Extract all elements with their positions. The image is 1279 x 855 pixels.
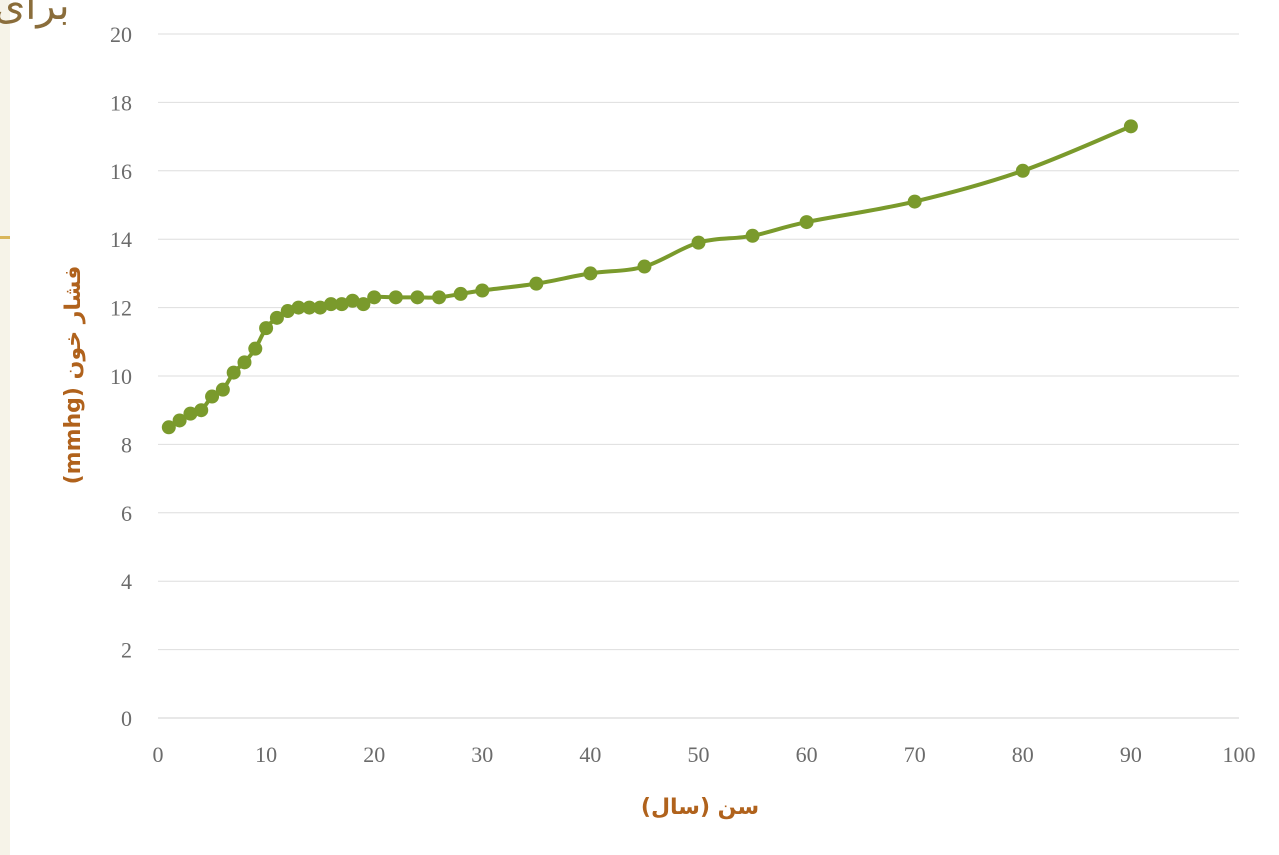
series xyxy=(161,119,1138,435)
data-point xyxy=(334,297,349,312)
x-tick-label: 30 xyxy=(471,742,493,767)
data-point xyxy=(302,300,317,315)
x-tick-label: 20 xyxy=(363,742,385,767)
x-tick-label: 90 xyxy=(1120,742,1142,767)
x-tick-label: 100 xyxy=(1223,742,1256,767)
x-tick-label: 70 xyxy=(904,742,926,767)
data-point xyxy=(313,300,328,315)
data-point xyxy=(432,290,447,305)
data-point xyxy=(356,297,371,312)
x-tick-label: 0 xyxy=(153,742,164,767)
data-point xyxy=(637,259,652,274)
y-tick-label: 12 xyxy=(110,296,132,321)
data-point xyxy=(475,283,490,298)
y-axis-title: فشار خون (mmhg) xyxy=(61,266,86,485)
data-point xyxy=(388,290,403,305)
y-tick-label: 16 xyxy=(110,159,132,184)
x-axis-ticks: 0 10 20 30 40 50 60 70 80 90 100 xyxy=(153,742,1256,767)
data-point xyxy=(269,310,284,325)
data-point xyxy=(323,297,338,312)
data-point xyxy=(205,389,220,404)
data-point xyxy=(799,215,814,230)
data-point xyxy=(1123,119,1138,134)
data-point xyxy=(248,341,263,356)
chart-area xyxy=(10,0,1279,855)
y-tick-label: 0 xyxy=(121,706,132,731)
data-point xyxy=(529,276,544,291)
data-point xyxy=(745,228,760,243)
data-point xyxy=(907,194,922,209)
y-axis-ticks: 0 2 4 6 8 10 12 14 16 18 20 xyxy=(110,22,132,731)
y-tick-label: 14 xyxy=(110,227,132,252)
y-tick-label: 18 xyxy=(110,90,132,115)
x-tick-label: 50 xyxy=(688,742,710,767)
data-point xyxy=(367,290,382,305)
data-point xyxy=(215,382,230,397)
data-point xyxy=(453,286,468,301)
x-axis-title: سن (سال) xyxy=(641,795,759,820)
slide-title-fragment: برای xyxy=(0,0,70,29)
data-point xyxy=(280,304,295,319)
x-tick-label: 60 xyxy=(796,742,818,767)
data-point xyxy=(226,365,241,380)
y-tick-label: 6 xyxy=(121,501,132,526)
x-tick-label: 10 xyxy=(255,742,277,767)
data-point xyxy=(345,293,360,308)
series-line xyxy=(167,124,1132,429)
x-tick-label: 80 xyxy=(1012,742,1034,767)
y-tick-label: 4 xyxy=(121,569,132,594)
y-tick-label: 10 xyxy=(110,364,132,389)
data-point xyxy=(691,235,706,250)
data-point xyxy=(410,290,425,305)
data-point xyxy=(259,321,274,336)
y-tick-label: 8 xyxy=(121,432,132,457)
data-point xyxy=(161,420,176,435)
x-tick-label: 40 xyxy=(579,742,601,767)
data-point xyxy=(237,355,252,370)
data-point xyxy=(583,266,598,281)
data-point xyxy=(183,406,198,421)
data-point xyxy=(1015,163,1030,178)
data-point xyxy=(172,413,187,428)
data-point xyxy=(194,403,209,418)
gridlines xyxy=(158,33,1239,719)
y-tick-label: 20 xyxy=(110,22,132,47)
data-point xyxy=(291,300,306,315)
y-tick-label: 2 xyxy=(121,638,132,663)
